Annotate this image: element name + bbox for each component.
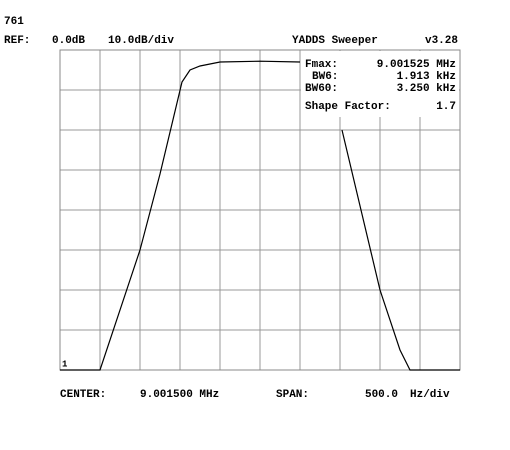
span-label: SPAN: — [276, 389, 309, 401]
span-value: 500.0 — [365, 389, 398, 401]
info-label: Fmax: — [305, 59, 338, 71]
plot — [60, 60, 460, 371]
scale: 10.0dB/div — [108, 35, 174, 47]
plot-frame — [59, 49, 461, 371]
info-value: 1.913 kHz — [397, 71, 456, 83]
screen-id: 761 — [4, 16, 24, 28]
info-value: 1.7 — [436, 101, 456, 113]
center-frequency: 9.001500 MHz — [140, 389, 219, 401]
info-label: Shape Factor: — [305, 101, 391, 113]
info-label: BW60: — [305, 83, 338, 95]
info-value: 9.001525 MHz — [377, 59, 456, 71]
info-value: 3.250 kHz — [397, 83, 456, 95]
ref-label: REF: — [4, 35, 30, 47]
info-label: BW6: — [312, 71, 338, 83]
version: v3.28 — [425, 35, 458, 47]
span-unit: Hz/div — [410, 389, 450, 401]
response-curve — [60, 60, 460, 371]
app-name: YADDS Sweeper — [292, 35, 378, 47]
ref-level: 0.0dB — [52, 35, 85, 47]
marker-label: 1 — [62, 359, 68, 369]
center-label: CENTER: — [60, 389, 106, 401]
info-box — [301, 51, 459, 117]
